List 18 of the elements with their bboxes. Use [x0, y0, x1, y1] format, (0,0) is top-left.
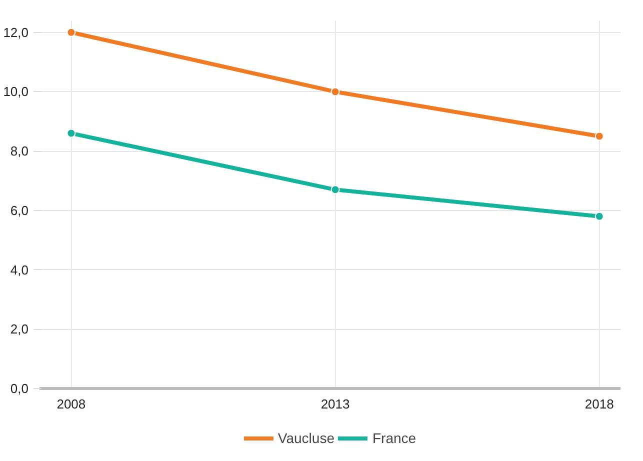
point [66, 28, 76, 37]
point [594, 212, 604, 221]
point [330, 185, 340, 194]
y-tick-label: 4,0 [10, 262, 29, 278]
y-tick-label: 6,0 [10, 202, 29, 218]
x-tick-label: 2013 [320, 396, 350, 412]
point [330, 87, 340, 96]
point [594, 132, 604, 141]
y-tick-label: 10,0 [3, 84, 29, 100]
x-tick-label: 2018 [584, 396, 614, 412]
legend-label: Vaucluse [278, 430, 334, 446]
y-tick-label: 0,0 [10, 381, 29, 396]
y-tick-label: 8,0 [10, 144, 29, 159]
point [66, 128, 76, 138]
x-tick-label: 2008 [56, 396, 86, 412]
y-tick-label: 12,0 [3, 24, 29, 40]
legend-label: France [372, 430, 416, 446]
y-tick-label: 2,0 [10, 322, 29, 337]
